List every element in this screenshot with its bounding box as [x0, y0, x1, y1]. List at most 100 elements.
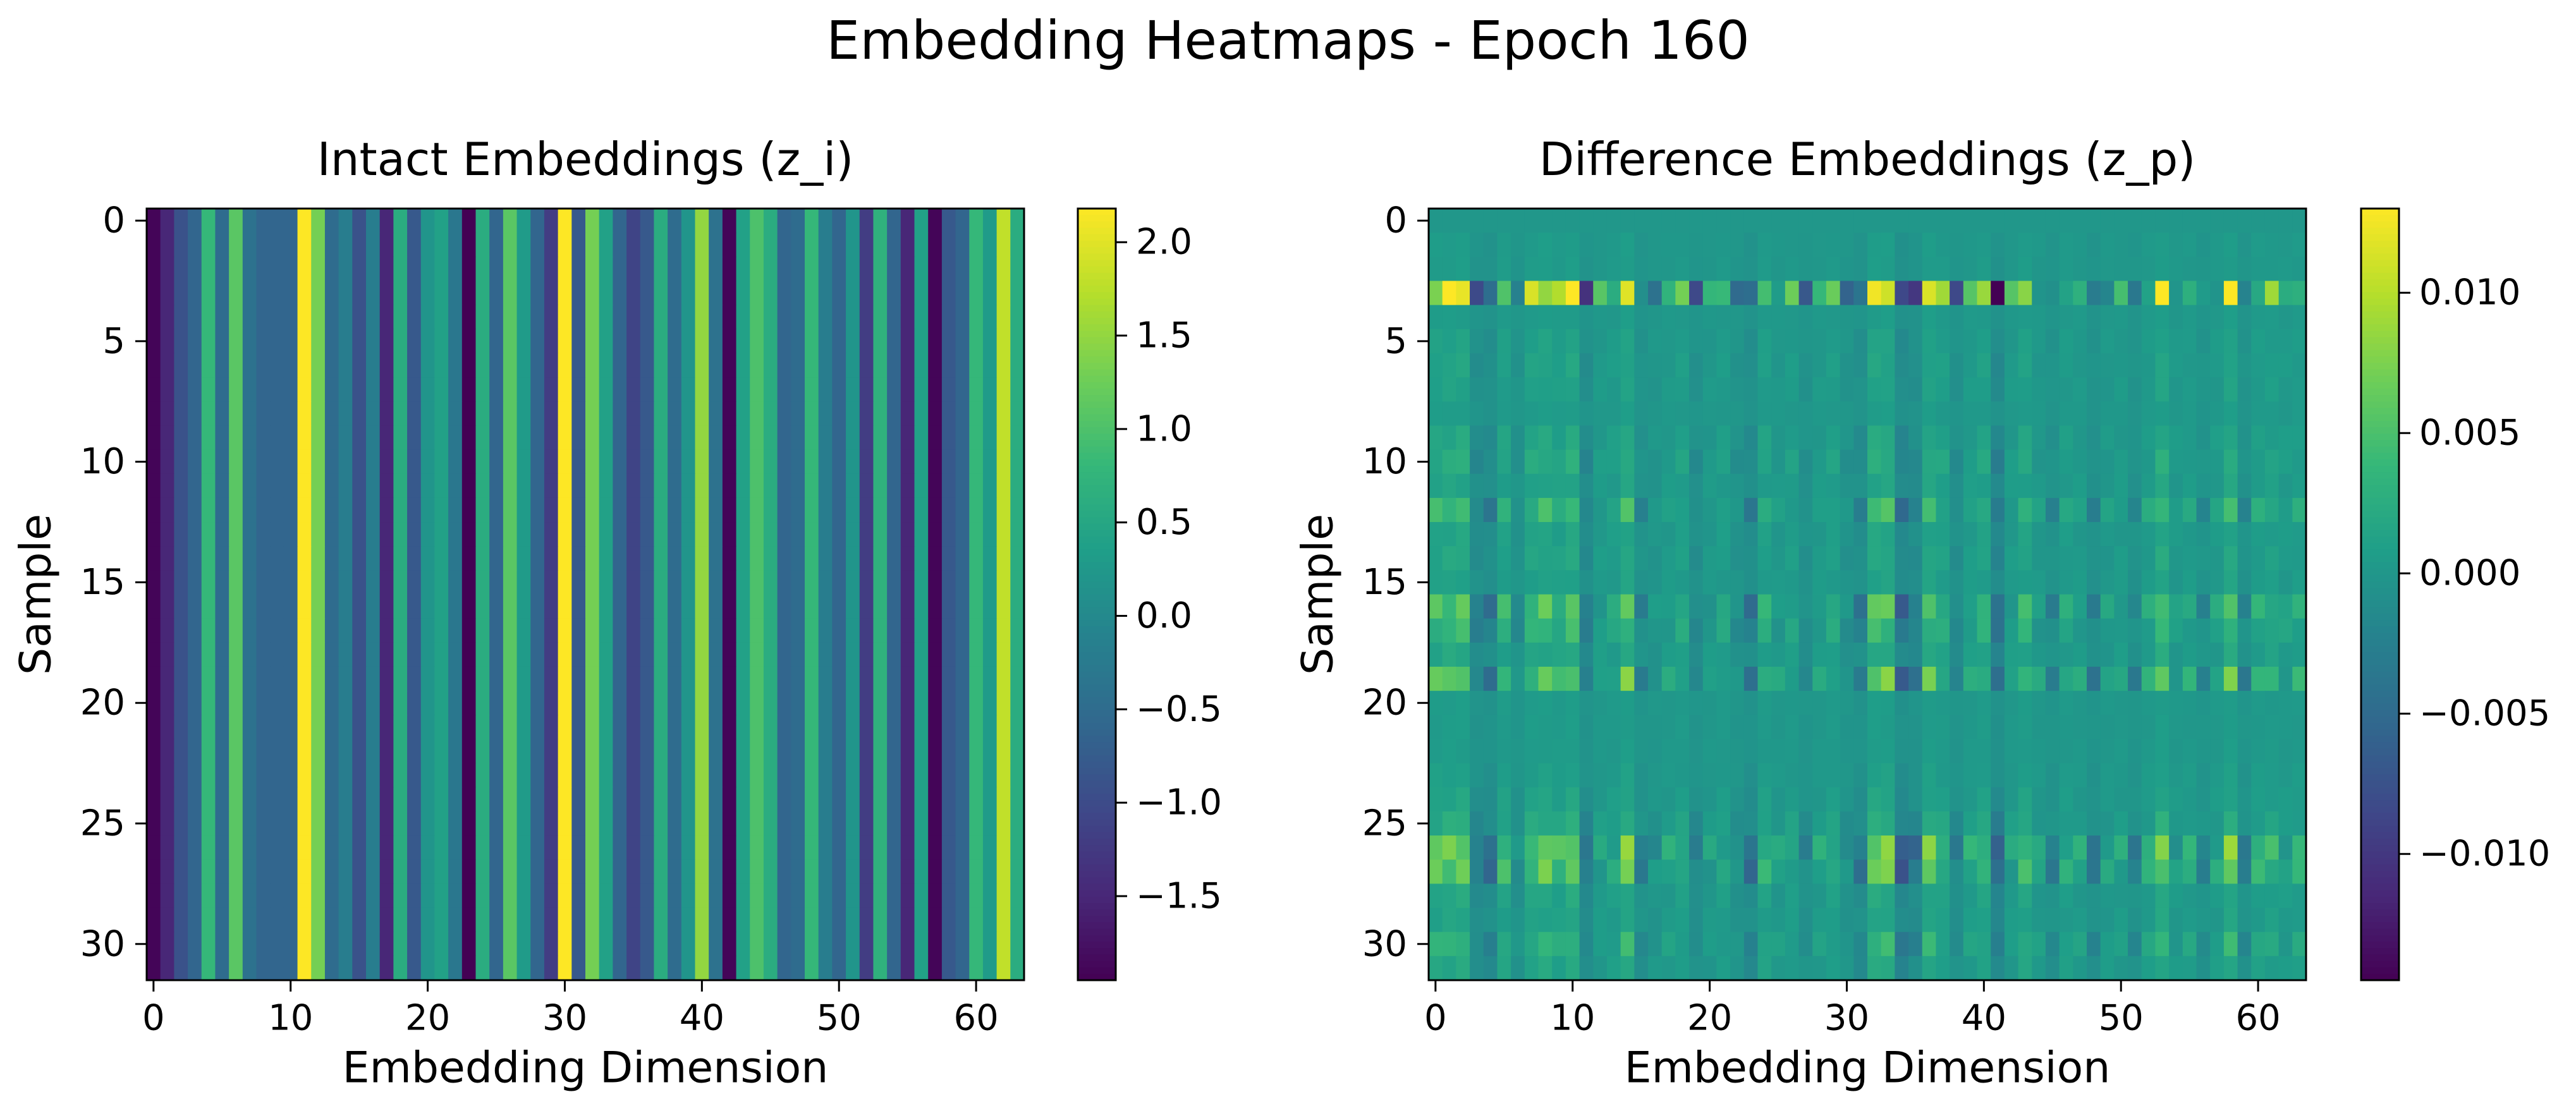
heatmap-cell [352, 233, 367, 257]
heatmap-cell [516, 691, 531, 715]
heatmap-cell [2073, 739, 2087, 764]
heatmap-cell [626, 329, 641, 354]
heatmap-cell [1497, 305, 1511, 330]
heatmap-cell [1648, 425, 1663, 451]
heatmap-cell [873, 209, 888, 233]
heatmap-cell [558, 835, 572, 860]
heatmap-cells [147, 209, 1025, 981]
heatmap-cell [489, 449, 504, 475]
heatmap-cell [1895, 233, 1909, 257]
heatmap-cell [2251, 956, 2266, 981]
heatmap-cell [311, 956, 326, 981]
heatmap-cell [352, 522, 367, 547]
heatmap-cell [1812, 787, 1827, 812]
heatmap-cell [1010, 883, 1025, 909]
heatmap-cell [1757, 859, 1772, 884]
heatmap-cell [2114, 209, 2128, 233]
heatmap-cell [1661, 570, 1676, 595]
heatmap-cell [2114, 305, 2128, 330]
heatmap-cell [695, 353, 709, 378]
heatmap-cell [2087, 666, 2101, 691]
colorbar-band [2361, 691, 2399, 698]
heatmap-cell [1908, 594, 1923, 619]
heatmap-cell [503, 570, 518, 595]
heatmap-cell [2182, 546, 2197, 571]
heatmap-cell [585, 811, 600, 836]
heatmap-cell [599, 666, 613, 691]
heatmap-cell [1497, 257, 1511, 282]
heatmap-cell [338, 497, 353, 523]
heatmap-cell [791, 594, 805, 619]
heatmap-cell [613, 763, 627, 788]
heatmap-cell [475, 233, 490, 257]
colorbar-band [2361, 292, 2399, 300]
heatmap-cell [1812, 497, 1827, 523]
heatmap-cell [1991, 401, 2005, 427]
heatmap-cell [379, 257, 394, 282]
heatmap-cell [1606, 522, 1621, 547]
colorbar-band [1078, 839, 1116, 846]
heatmap-cell [1634, 329, 1649, 354]
heatmap-cell [1675, 835, 1690, 860]
heatmap-cell [1757, 305, 1772, 330]
colorbar-band [1078, 762, 1116, 768]
heatmap-cell [1840, 546, 1854, 571]
heatmap-cell [516, 787, 531, 812]
heatmap-cell [791, 281, 805, 306]
heatmap-cell [982, 618, 998, 643]
heatmap-cell [695, 257, 709, 282]
heatmap-cell [366, 522, 381, 547]
heatmap-cell [900, 473, 915, 499]
heatmap-cell [846, 449, 860, 475]
colorbar-band [2361, 864, 2399, 871]
heatmap-cell [516, 329, 531, 354]
heatmap-cell [818, 908, 833, 933]
heatmap-cell [1593, 353, 1608, 378]
heatmap-cell [407, 642, 422, 667]
heatmap-cell [1867, 281, 1882, 306]
heatmap-cell [2018, 739, 2032, 764]
heatmap-cell [982, 642, 998, 667]
heatmap-cell [1785, 835, 1800, 860]
heatmap-cell [1606, 497, 1621, 523]
heatmap-cell [1524, 353, 1539, 378]
heatmap-cell [201, 522, 216, 547]
heatmap-cell [859, 666, 874, 691]
heatmap-cell [352, 642, 367, 667]
heatmap-cell [982, 257, 998, 282]
heatmap-cell [297, 883, 312, 909]
heatmap-cell [941, 546, 956, 571]
colorbar-band [1078, 440, 1116, 447]
heatmap-cell [516, 353, 531, 378]
heatmap-cell [2182, 449, 2197, 475]
heatmap-cell [2100, 763, 2115, 788]
heatmap-cell [1840, 570, 1854, 595]
heatmap-cell [1648, 787, 1663, 812]
heatmap-cell [941, 739, 956, 764]
heatmap-cell [1524, 763, 1539, 788]
heatmap-cell [887, 377, 901, 402]
heatmap-cell [640, 329, 655, 354]
heatmap-cell [2182, 353, 2197, 378]
heatmap-cell [2196, 281, 2211, 306]
heatmap-cell [668, 932, 682, 957]
heatmap-cell [1442, 329, 1456, 354]
heatmap-cell [558, 811, 572, 836]
heatmap-cell [832, 497, 846, 523]
heatmap-cell [147, 377, 161, 402]
heatmap-cell [2059, 908, 2073, 933]
heatmap-cell [1552, 377, 1566, 402]
heatmap-cell [1456, 932, 1470, 957]
heatmap-cell [585, 691, 600, 715]
heatmap-cell [2128, 715, 2142, 740]
heatmap-cell [1743, 594, 1759, 619]
heatmap-cell [270, 956, 284, 981]
heatmap-cell [1702, 497, 1718, 523]
heatmap-cell [270, 209, 284, 233]
heatmap-cell [393, 642, 408, 667]
heatmap-cell [1661, 642, 1676, 667]
heatmap-cell [996, 763, 1011, 788]
heatmap-cell [2114, 715, 2128, 740]
heatmap-cell [544, 377, 559, 402]
heatmap-cell [1565, 570, 1580, 595]
